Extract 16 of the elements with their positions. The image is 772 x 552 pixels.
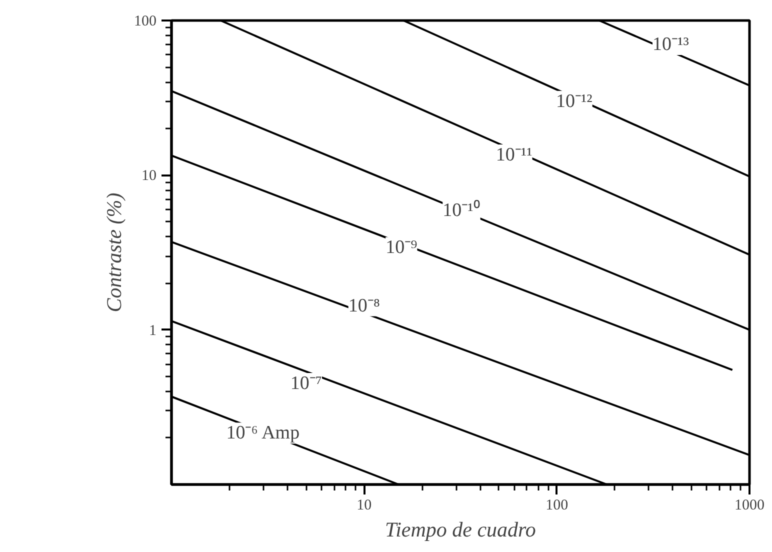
annotation: 10⁻⁸ bbox=[348, 295, 380, 316]
y-tick-label: 10 bbox=[142, 168, 156, 184]
y-axis-title: Contraste (%) bbox=[102, 192, 126, 312]
annotation: 10⁻¹³ bbox=[652, 34, 690, 55]
x-tick-label: 10 bbox=[356, 498, 372, 514]
annotation: 10⁻¹¹ bbox=[496, 144, 533, 166]
x-tick-label: 100 bbox=[546, 498, 568, 514]
annotation: 10⁻¹² bbox=[556, 90, 593, 112]
x-axis-title: Tiempo de cuadro bbox=[385, 518, 536, 542]
annotation: 10⁻⁹ bbox=[386, 237, 418, 258]
annotation: 10⁻⁷ bbox=[290, 372, 322, 394]
annotation: 10⁻⁶ Amp bbox=[226, 422, 300, 444]
y-tick-label: 100 bbox=[134, 14, 156, 30]
annotation: 10⁻¹⁰ bbox=[442, 199, 480, 222]
y-tick-label: 1 bbox=[149, 322, 156, 339]
x-tick-label: 1000 bbox=[734, 498, 764, 514]
